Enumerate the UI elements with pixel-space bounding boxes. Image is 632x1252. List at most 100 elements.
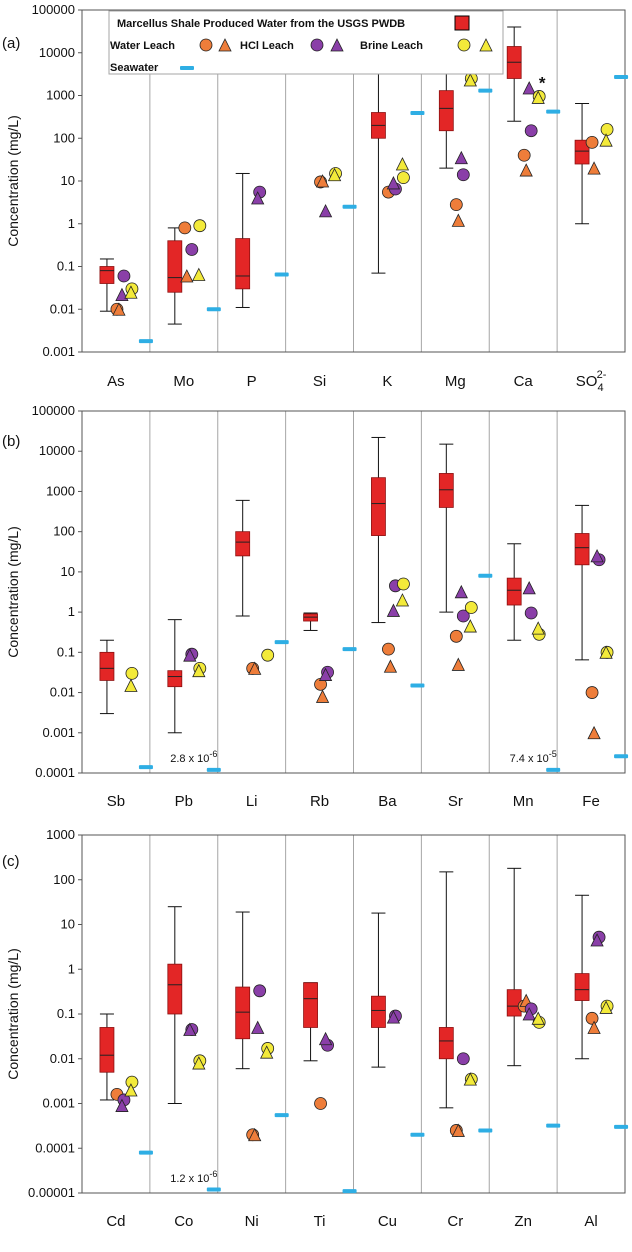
pwdb-box — [167, 227, 183, 325]
seawater-point — [342, 1189, 357, 1194]
y-tick-label: 10000 — [39, 45, 75, 60]
annotation-exponent: -6 — [209, 1169, 217, 1179]
brine-leach-point — [183, 648, 197, 662]
category-label-text: P — [247, 373, 257, 390]
category-subscript: 4 — [597, 382, 603, 394]
seawater-point — [546, 767, 561, 772]
brine-leach-point — [251, 191, 265, 205]
category-label-text: Si — [313, 373, 326, 390]
pwdb-box — [371, 436, 386, 624]
brine-leach-yellow-point — [192, 663, 206, 678]
iqr-box — [167, 240, 183, 293]
hcl-leach-point — [315, 174, 330, 188]
pwdb-box — [235, 499, 251, 617]
category-label-text: Ba — [378, 793, 397, 810]
significance-asterisk: * — [539, 73, 546, 92]
brine-leach-yellow-point — [599, 1000, 613, 1014]
pwdb-box — [167, 906, 183, 1104]
brine-leach-point — [590, 933, 604, 947]
category-label-text: Pb — [175, 793, 193, 810]
legend-brine-marker-circle — [310, 38, 324, 52]
y-tick-label: 0.001 — [42, 725, 75, 740]
seawater-point — [478, 88, 493, 93]
brine-leach-yellow-point — [395, 593, 410, 607]
category-label-text: Mo — [173, 373, 194, 390]
brine-leach-point — [590, 548, 604, 563]
seawater-point — [138, 765, 153, 770]
panel-3: 0.00001 0.0001 0.001 0.01 0.1 1 10 100 1000 Conce… — [2, 827, 629, 1230]
hcl-leach-point — [180, 269, 194, 283]
pwdb-box — [303, 612, 318, 631]
y-tick-label: 1000 — [46, 827, 75, 842]
iqr-box — [506, 577, 522, 606]
annotation-exponent: -5 — [549, 749, 557, 759]
category-label: Ni — [245, 1213, 259, 1230]
brine-leach-point — [318, 667, 333, 681]
annotation-text: 1.2 x 10 — [170, 1173, 209, 1185]
y-tick-label: 1 — [68, 604, 75, 619]
brine-leach-yellow-point — [327, 167, 342, 182]
y-tick-label: 100 — [53, 524, 75, 539]
iqr-box — [99, 651, 115, 681]
pwdb-box — [303, 982, 318, 1062]
seawater-point — [410, 683, 425, 688]
category-label-text: Mg — [445, 373, 466, 390]
brine-leach-point — [522, 581, 536, 595]
hcl-leach-point — [248, 661, 262, 675]
pwdb-box — [99, 639, 115, 715]
pwdb-box — [438, 71, 454, 169]
hcl-leach-point — [383, 659, 398, 673]
seawater-point — [274, 1113, 289, 1118]
brine-leach-point — [456, 609, 470, 623]
brine-leach-point — [318, 1031, 333, 1046]
category-label: Mg — [445, 373, 466, 390]
legend-hcl-label: HCl Leach — [240, 40, 294, 52]
brine-leach-yellow-point — [124, 1083, 138, 1097]
category-label-text: Zn — [514, 1213, 532, 1230]
legend-water-marker — [199, 38, 213, 52]
iqr-box — [371, 477, 386, 536]
water-leach-point — [585, 1011, 599, 1025]
y-axis-label: Concentration (mg/L) — [5, 115, 21, 247]
annotation-text: 2.8 x 10 — [170, 753, 209, 765]
y-tick-label: 0.001 — [42, 1096, 75, 1111]
category-label: SO42- — [576, 369, 607, 394]
min-value-annotation: 1.2 x 10-6 — [170, 1169, 217, 1185]
legend-brine-marker-yellow-triangle — [479, 38, 493, 52]
y-tick-label: 0.01 — [50, 1051, 75, 1066]
legend-pwdb-label: Marcellus Shale Produced Water from the … — [117, 18, 405, 30]
brine-leach-yellow-point — [600, 123, 614, 136]
seawater-point — [546, 1123, 561, 1128]
pwdb-box — [235, 911, 251, 1070]
panel-1: 0.001 0.01 0.1 1 10 100 1000 10000 100000 Concent… — [2, 2, 629, 394]
brine-leach-yellow-point — [464, 601, 478, 614]
brine-leach-point — [454, 584, 468, 599]
brine-leach-yellow-point — [531, 90, 545, 104]
brine-leach-point — [117, 269, 131, 283]
seawater-point — [342, 647, 357, 652]
seawater-point — [342, 204, 357, 209]
legend-pwdb-marker — [454, 15, 470, 31]
brine-leach-yellow-point — [261, 648, 275, 662]
water-leach-point — [517, 148, 531, 162]
category-label-text: Sr — [448, 793, 463, 810]
hcl-leach-point — [248, 1127, 262, 1142]
category-label: Cu — [378, 1213, 397, 1230]
legend: Marcellus Shale Produced Water from the … — [108, 10, 504, 75]
y-tick-label: 0.0001 — [35, 765, 75, 780]
brine-leach-point — [251, 1020, 265, 1034]
seawater-point — [206, 1187, 221, 1192]
brine-leach-yellow-point — [260, 1045, 274, 1059]
brine-leach-point — [456, 1052, 470, 1066]
brine-leach-yellow-point — [531, 1011, 545, 1025]
category-label-text: Co — [174, 1213, 193, 1230]
brine-leach-point — [522, 1007, 536, 1021]
brine-leach-point — [524, 124, 538, 138]
category-label-text: Li — [246, 793, 258, 810]
brine-leach-point — [522, 81, 536, 95]
pwdb-box — [438, 871, 454, 1109]
y-tick-label: 0.01 — [50, 301, 75, 316]
water-leach-point — [449, 629, 463, 643]
seawater-point — [138, 1150, 153, 1155]
brine-leach-point — [185, 243, 199, 256]
